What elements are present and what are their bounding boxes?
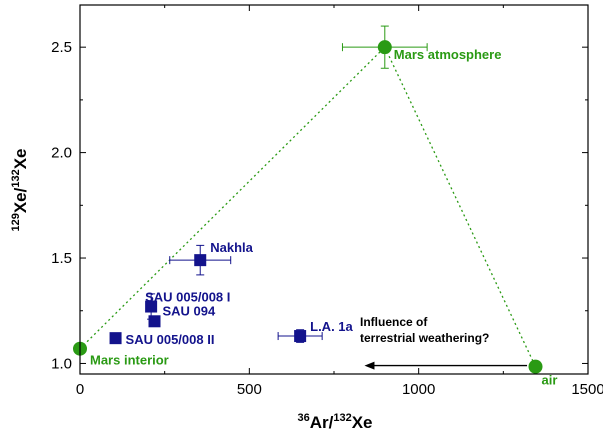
y-tick-label: 1.5 (51, 250, 72, 267)
meteorite-label: Nakhla (210, 240, 253, 255)
y-tick-label: 2.5 (51, 39, 72, 56)
meteorite-label: SAU 094 (163, 303, 217, 318)
x-tick-label: 1500 (571, 381, 603, 398)
x-axis-title: 36Ar/132Xe (297, 412, 372, 432)
x-tick-label: 1000 (402, 381, 435, 398)
y-tick-label: 2.0 (51, 145, 72, 162)
x-tick-label: 500 (237, 381, 262, 398)
meteorite-point (145, 300, 158, 313)
weathering-arrowhead (364, 361, 375, 370)
reservoir-label: Mars atmosphere (394, 47, 502, 62)
meteorite-label: SAU 005/008 II (126, 332, 215, 347)
mixing-line (384, 46, 537, 367)
meteorite-point (294, 330, 307, 343)
y-axis-title: 129Xe/132Xe (10, 148, 30, 231)
meteorite-point (148, 315, 161, 328)
weathering-label-line1: Influence of (360, 315, 428, 329)
reservoir-label: air (542, 373, 558, 388)
weathering-annotation: Influence of terrestrial weathering? (360, 315, 528, 370)
meteorite-point (109, 332, 122, 345)
reservoir-label: Mars interior (90, 353, 169, 368)
meteorite-label: SAU 005/008 I (145, 290, 230, 305)
weathering-label-line2: terrestrial weathering? (360, 331, 489, 345)
y-tick-label: 1.0 (51, 355, 72, 372)
reservoir-point (528, 359, 543, 374)
meteorite-label: L.A. 1a (310, 319, 353, 334)
meteorite-point (194, 254, 207, 267)
reservoir-point (377, 40, 392, 55)
mixing-line (79, 46, 386, 350)
x-tick-label: 0 (76, 381, 84, 398)
